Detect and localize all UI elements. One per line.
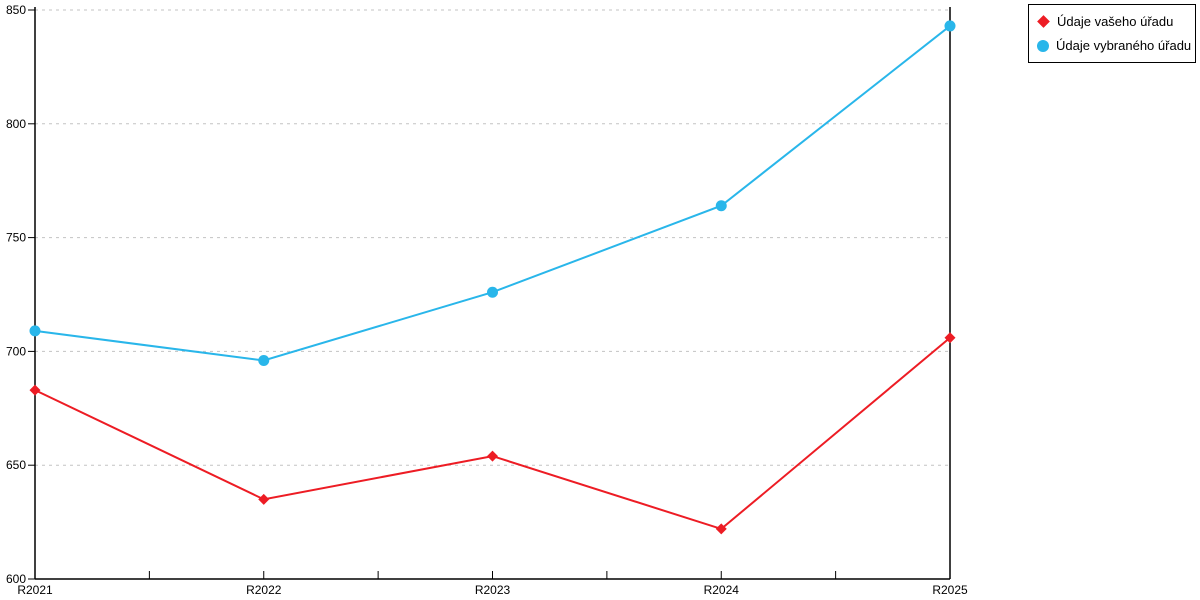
x-tick-label: R2025: [932, 583, 968, 597]
circle-marker: [487, 286, 498, 298]
y-tick-label: 700: [6, 344, 26, 358]
series-line: [34, 336, 951, 531]
series-line: [34, 25, 951, 362]
legend-label-selected-office: Údaje vybraného úřadu: [1056, 38, 1192, 53]
diamond-marker: [487, 450, 498, 462]
legend-item-selected-office: Údaje vybraného úřadu: [1037, 39, 1191, 52]
legend-item-your-office: Údaje vašeho úřadu: [1037, 15, 1187, 28]
red-diamond-icon: [1037, 15, 1050, 28]
y-tick-label: 750: [6, 231, 26, 245]
circle-marker: [944, 20, 956, 32]
x-tick-label: R2023: [475, 583, 511, 597]
diamond-marker: [29, 384, 41, 396]
blue-circle-icon: [1037, 39, 1049, 52]
circle-marker: [258, 355, 270, 367]
diamond-marker: [944, 332, 956, 344]
diamond-marker: [715, 523, 727, 535]
x-tick-label: R2021: [17, 583, 53, 597]
chart-legend: Údaje vašeho úřadu Údaje vybraného úřadu: [1028, 4, 1196, 63]
diamond-marker: [258, 493, 270, 505]
x-tick-label: R2022: [246, 583, 282, 597]
x-tick-label: R2024: [704, 583, 740, 597]
circle-marker: [29, 325, 41, 337]
y-tick-label: 600: [6, 572, 26, 586]
y-tick-label: 800: [6, 117, 26, 131]
circle-marker: [715, 200, 727, 212]
y-tick-label: 650: [6, 458, 26, 472]
y-tick-label: 850: [6, 3, 26, 17]
legend-label-your-office: Údaje vašeho úřadu: [1057, 14, 1174, 29]
